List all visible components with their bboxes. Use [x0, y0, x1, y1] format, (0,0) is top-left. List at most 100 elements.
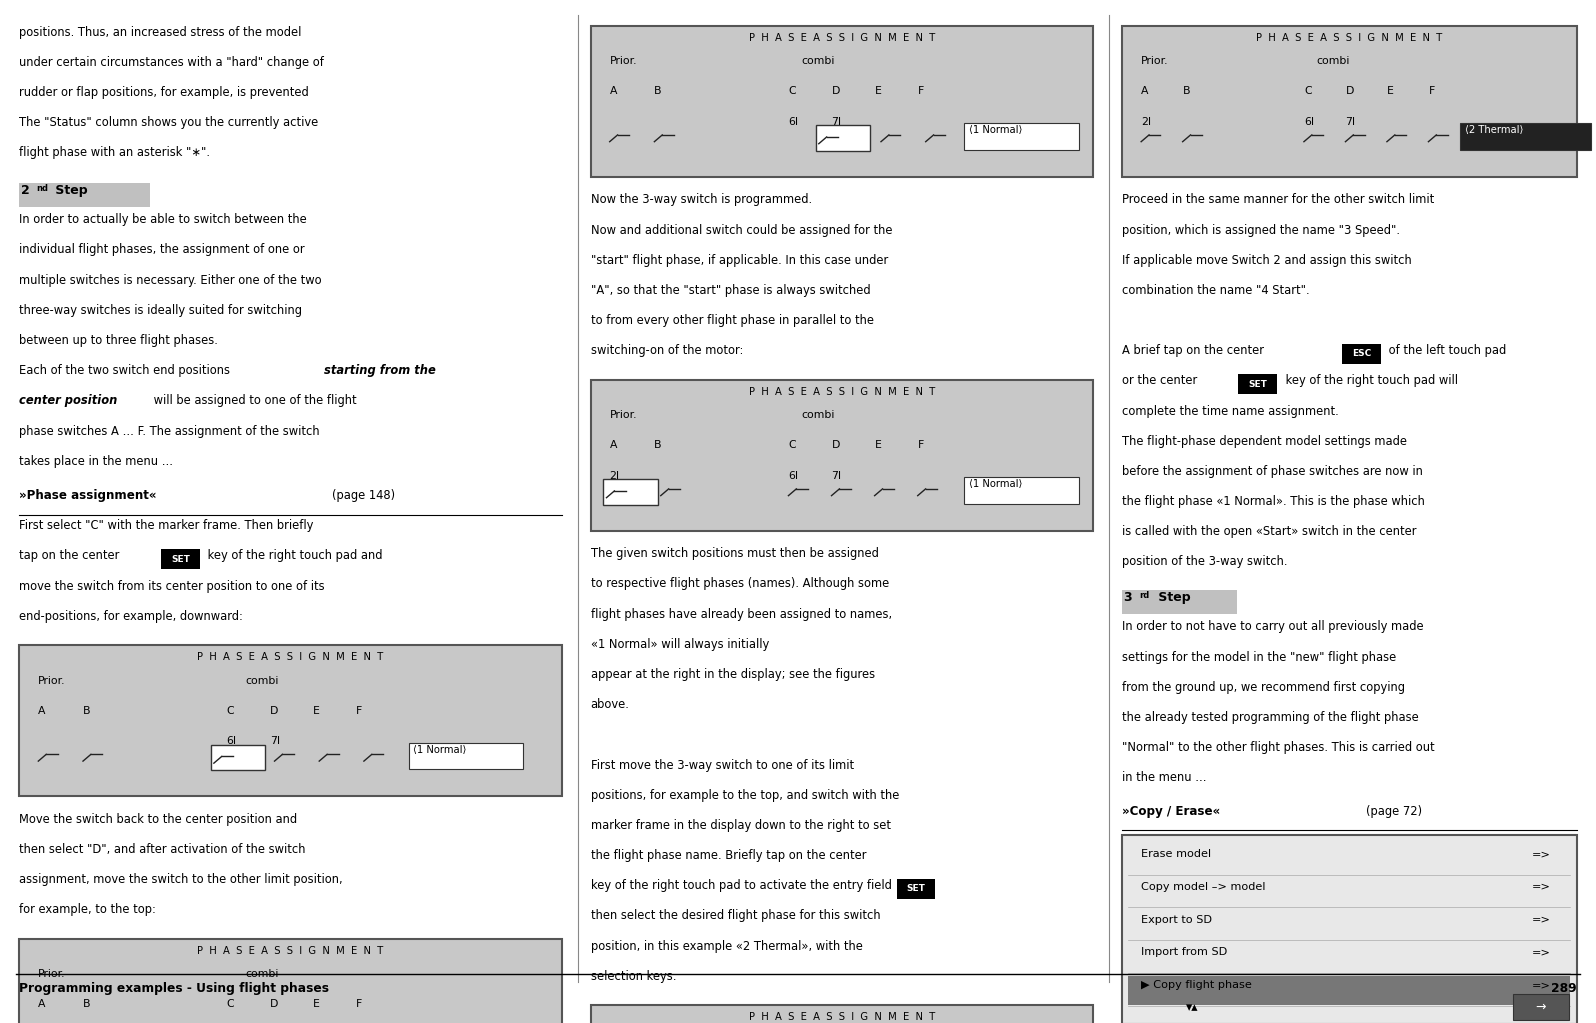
Text: SET: SET	[1248, 380, 1267, 389]
Text: In order to not have to carry out all previously made: In order to not have to carry out all pr…	[1122, 620, 1424, 633]
FancyBboxPatch shape	[1513, 994, 1569, 1020]
Text: phase switches A … F. The assignment of the switch: phase switches A … F. The assignment of …	[19, 425, 319, 438]
Text: Now the 3-way switch is programmed.: Now the 3-way switch is programmed.	[591, 193, 812, 207]
Text: (page 72): (page 72)	[1366, 804, 1422, 817]
Text: »Copy / Erase«: »Copy / Erase«	[1122, 804, 1221, 817]
Text: "Normal" to the other flight phases. This is carried out: "Normal" to the other flight phases. Thi…	[1122, 741, 1435, 754]
Text: "start" flight phase, if applicable. In this case under: "start" flight phase, if applicable. In …	[591, 254, 887, 267]
Text: =>: =>	[1532, 915, 1551, 925]
Text: under certain circumstances with a "hard" change of: under certain circumstances with a "hard…	[19, 55, 324, 69]
Text: position of the 3-way switch.: position of the 3-way switch.	[1122, 555, 1288, 569]
FancyBboxPatch shape	[603, 479, 658, 504]
Text: A: A	[610, 87, 618, 96]
Text: D: D	[832, 87, 839, 96]
Text: 7I: 7I	[270, 736, 279, 746]
Text: of the left touch pad: of the left touch pad	[1385, 344, 1507, 357]
Text: combi: combi	[246, 675, 279, 685]
Text: move the switch from its center position to one of its: move the switch from its center position…	[19, 579, 324, 592]
Text: In order to actually be able to switch between the: In order to actually be able to switch b…	[19, 213, 306, 226]
Text: ⟨1 Normal⟩: ⟨1 Normal⟩	[969, 125, 1021, 135]
Text: complete the time name assignment.: complete the time name assignment.	[1122, 404, 1339, 417]
Text: A brief tap on the center: A brief tap on the center	[1122, 344, 1267, 357]
Text: for example, to the top:: for example, to the top:	[19, 903, 156, 917]
Text: 2I: 2I	[610, 471, 619, 481]
Text: =>: =>	[1532, 849, 1551, 859]
FancyBboxPatch shape	[1122, 835, 1577, 1023]
Text: First select "C" with the marker frame. Then briefly: First select "C" with the marker frame. …	[19, 519, 313, 532]
FancyBboxPatch shape	[964, 477, 1079, 503]
FancyBboxPatch shape	[816, 125, 870, 150]
Text: above.: above.	[591, 698, 629, 711]
Text: from the ground up, we recommend first copying: from the ground up, we recommend first c…	[1122, 680, 1404, 694]
FancyBboxPatch shape	[1122, 589, 1237, 614]
Text: combi: combi	[801, 56, 835, 66]
Text: flight phases have already been assigned to names,: flight phases have already been assigned…	[591, 608, 892, 621]
Text: The "Status" column shows you the currently active: The "Status" column shows you the curren…	[19, 116, 318, 129]
Text: ⟨1 Normal⟩: ⟨1 Normal⟩	[413, 745, 466, 755]
Text: D: D	[270, 706, 278, 716]
Text: ▾▴: ▾▴	[1186, 1002, 1199, 1015]
Text: or the center: or the center	[1122, 374, 1200, 388]
Text: flight phase with an asterisk "∗".: flight phase with an asterisk "∗".	[19, 146, 211, 160]
Text: 6Ι: 6Ι	[788, 471, 798, 481]
Text: B: B	[1183, 87, 1191, 96]
Text: B: B	[654, 87, 662, 96]
Text: Import from SD: Import from SD	[1141, 947, 1227, 958]
Text: center position: center position	[19, 394, 118, 407]
Text: Programming examples - Using flight phases: Programming examples - Using flight phas…	[19, 982, 329, 995]
Text: positions. Thus, an increased stress of the model: positions. Thus, an increased stress of …	[19, 26, 302, 39]
Text: combi: combi	[246, 969, 279, 979]
Text: Prior.: Prior.	[38, 969, 65, 979]
Text: position, in this example «2 Thermal», with the: position, in this example «2 Thermal», w…	[591, 939, 862, 952]
Text: ESC: ESC	[1352, 350, 1371, 358]
Text: Each of the two switch end positions: Each of the two switch end positions	[19, 364, 233, 377]
Text: D: D	[832, 440, 839, 450]
Text: settings for the model in the "new" flight phase: settings for the model in the "new" flig…	[1122, 651, 1396, 664]
Text: =>: =>	[1532, 980, 1551, 990]
Text: (page 148): (page 148)	[332, 489, 396, 502]
Text: SET: SET	[907, 885, 926, 893]
Text: 3: 3	[1124, 590, 1132, 604]
FancyBboxPatch shape	[1128, 976, 1570, 1005]
Text: between up to three flight phases.: between up to three flight phases.	[19, 333, 219, 347]
Text: The flight-phase dependent model settings made: The flight-phase dependent model setting…	[1122, 435, 1408, 448]
Text: the flight phase «1 Normal». This is the phase which: the flight phase «1 Normal». This is the…	[1122, 495, 1425, 508]
Text: takes place in the menu …: takes place in the menu …	[19, 454, 174, 468]
Text: E: E	[875, 440, 881, 450]
Text: E: E	[1387, 87, 1393, 96]
FancyBboxPatch shape	[161, 549, 200, 569]
Text: 7Ι: 7Ι	[832, 471, 841, 481]
Text: C: C	[227, 999, 235, 1010]
Text: C: C	[1304, 87, 1312, 96]
FancyBboxPatch shape	[1238, 374, 1277, 394]
Text: 7I: 7I	[1345, 117, 1355, 127]
FancyBboxPatch shape	[964, 123, 1079, 149]
Text: 289: 289	[1551, 982, 1577, 995]
Text: end-positions, for example, downward:: end-positions, for example, downward:	[19, 610, 243, 623]
FancyBboxPatch shape	[19, 182, 150, 207]
Text: key of the right touch pad and: key of the right touch pad and	[204, 549, 383, 563]
Text: Prior.: Prior.	[610, 410, 637, 420]
Text: the flight phase name. Briefly tap on the center: the flight phase name. Briefly tap on th…	[591, 849, 867, 862]
Text: 2Ι: 2Ι	[1141, 117, 1151, 127]
Text: P  H  A  S  E  A  S  S  I  G  N  M  E  N  T: P H A S E A S S I G N M E N T	[198, 652, 383, 662]
FancyBboxPatch shape	[211, 745, 265, 770]
Text: then select the desired flight phase for this switch: then select the desired flight phase for…	[591, 909, 879, 923]
Text: B: B	[83, 706, 91, 716]
Text: B: B	[83, 999, 91, 1010]
FancyBboxPatch shape	[1342, 344, 1381, 363]
FancyBboxPatch shape	[19, 938, 562, 1023]
Text: in the menu …: in the menu …	[1122, 771, 1207, 785]
Text: Prior.: Prior.	[1141, 56, 1168, 66]
Text: P  H  A  S  E  A  S  S  I  G  N  M  E  N  T: P H A S E A S S I G N M E N T	[198, 945, 383, 955]
Text: E: E	[313, 999, 319, 1010]
Text: ⟨1 Normal⟩: ⟨1 Normal⟩	[969, 479, 1021, 489]
Text: Erase model: Erase model	[1141, 849, 1211, 859]
Text: First move the 3-way switch to one of its limit: First move the 3-way switch to one of it…	[591, 758, 854, 771]
Text: rd: rd	[1140, 590, 1149, 599]
Text: 6Ι: 6Ι	[788, 117, 798, 127]
Text: combi: combi	[801, 410, 835, 420]
Text: F: F	[1428, 87, 1435, 96]
Text: Step: Step	[51, 183, 88, 196]
Text: F: F	[356, 706, 362, 716]
